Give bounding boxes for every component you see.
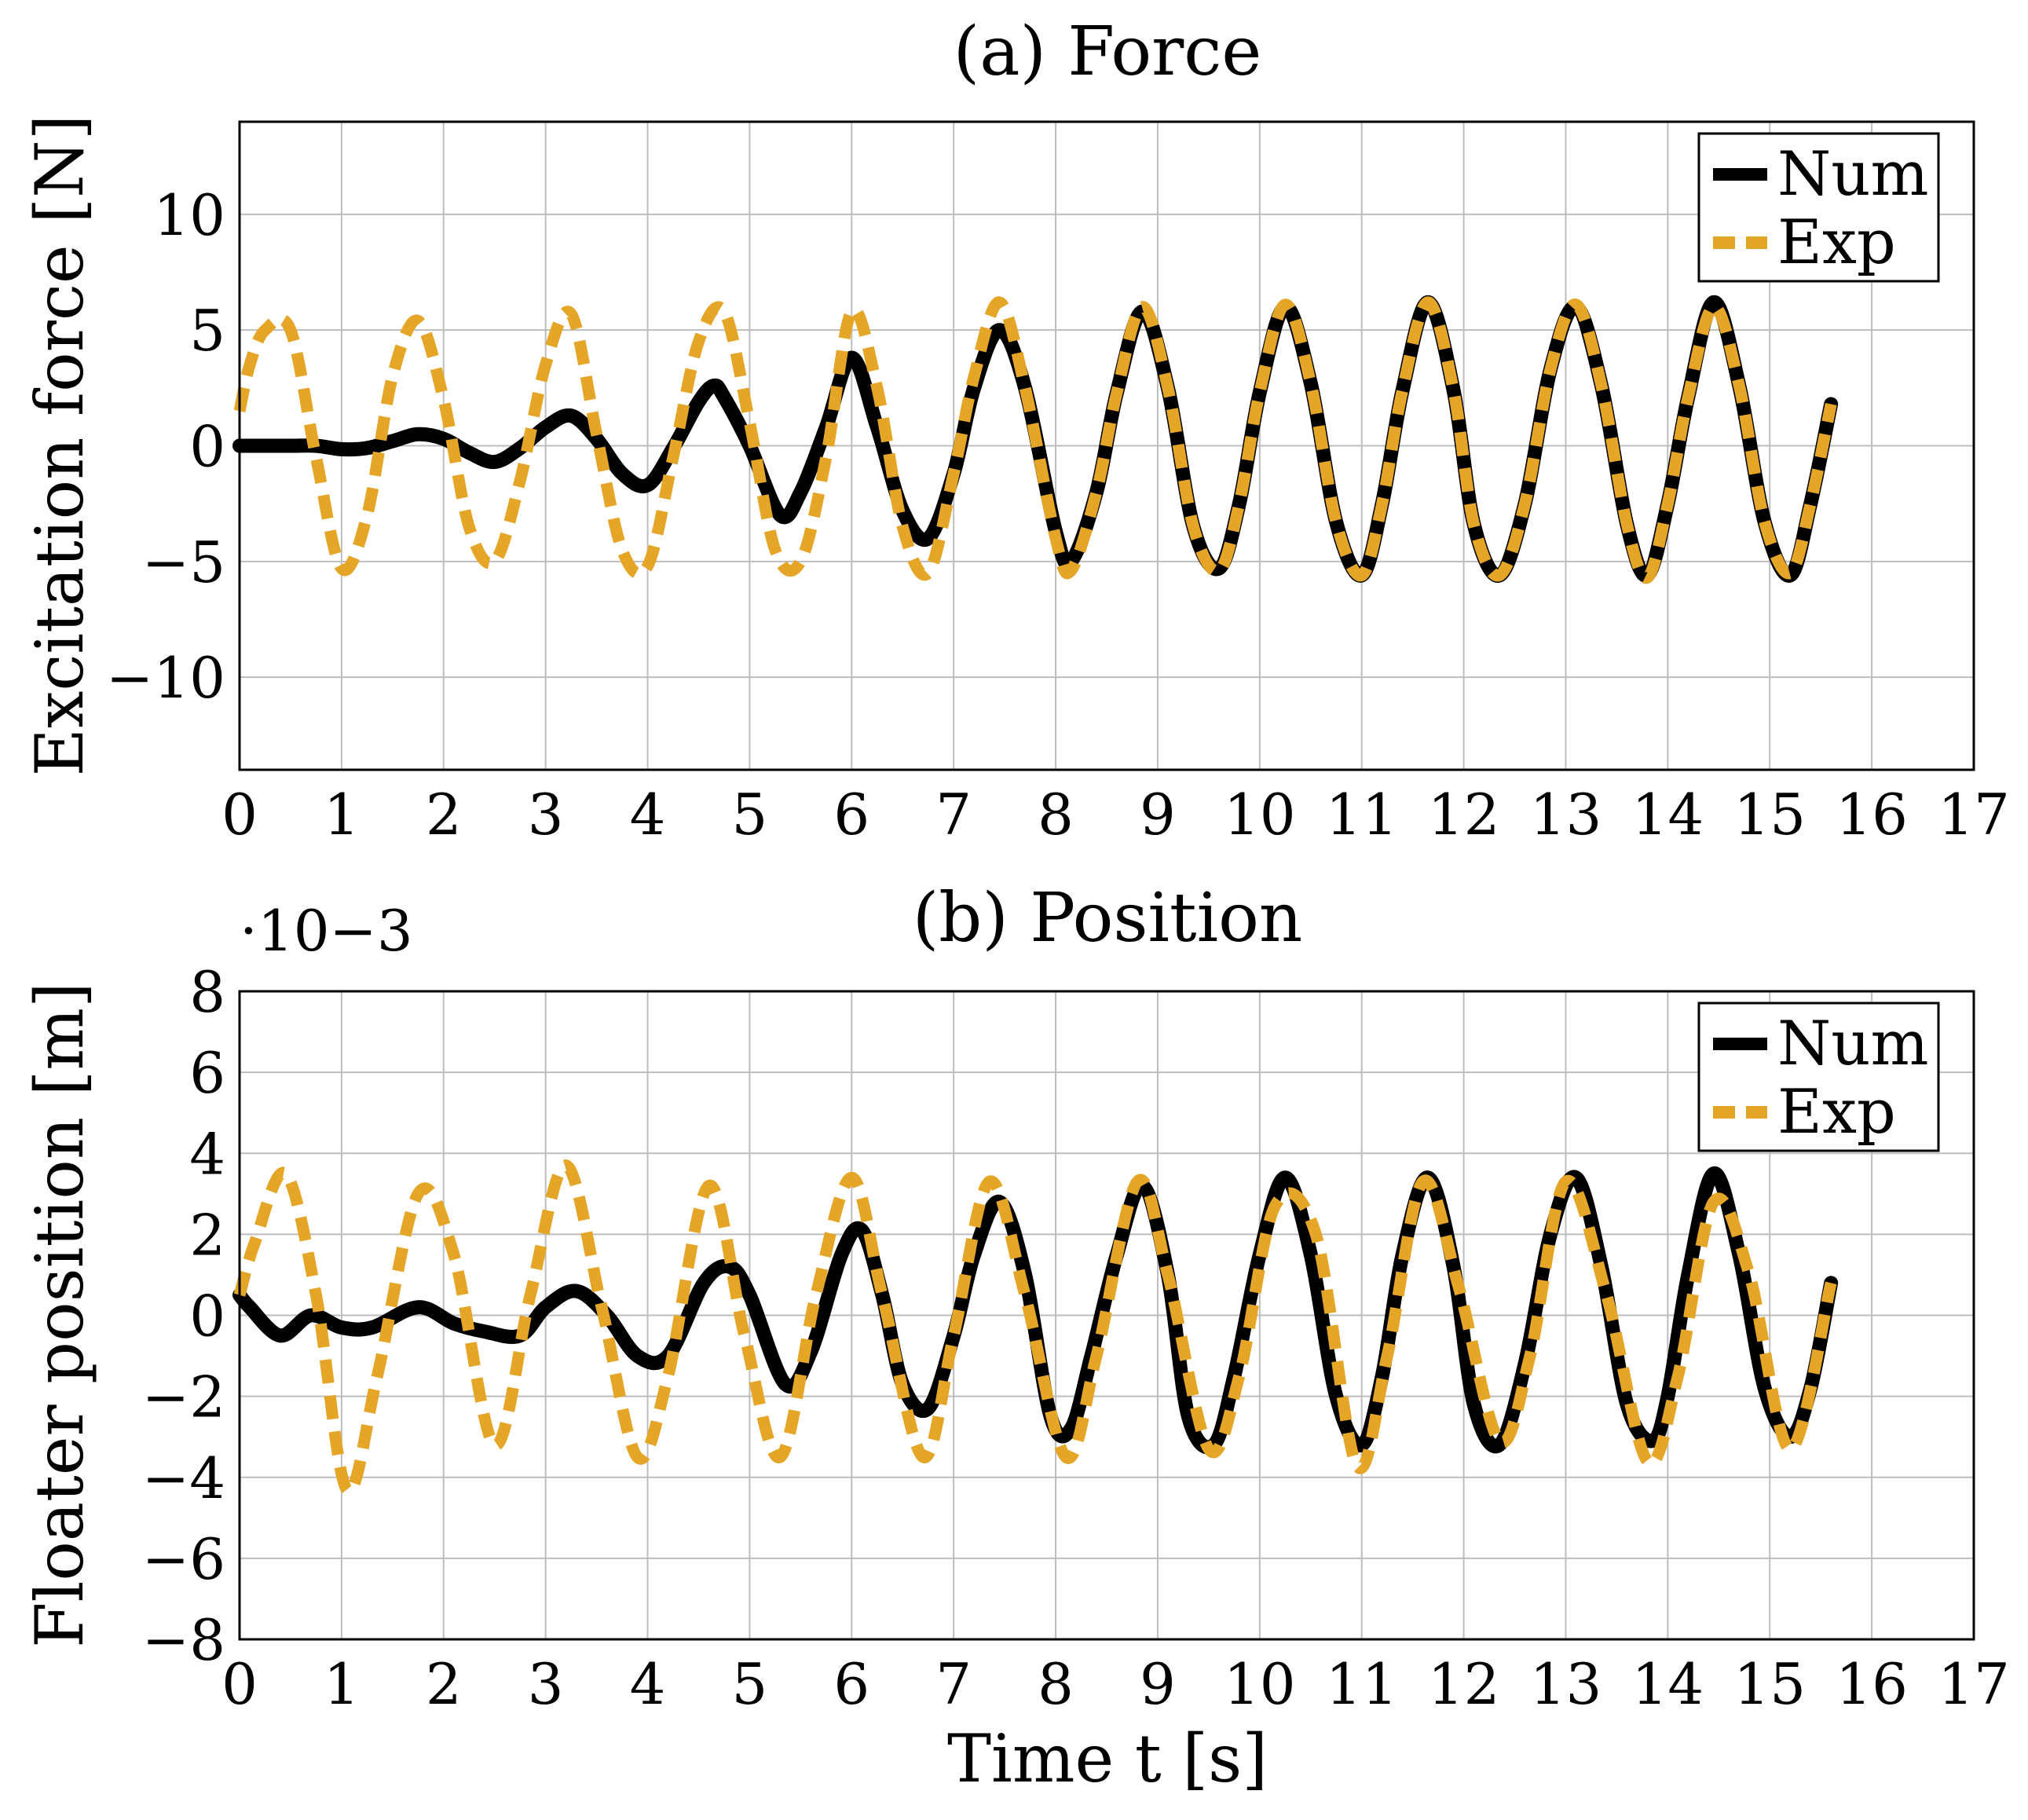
force-y-tick-label: −5: [142, 529, 225, 595]
position-x-axis-label: Time t [s]: [947, 1720, 1268, 1797]
force-x-tick-label: 10: [1224, 782, 1296, 848]
position-y-tick-label: 6: [189, 1040, 225, 1106]
position-y-tick-label: 4: [189, 1121, 225, 1187]
force-x-tick-label: 16: [1836, 782, 1908, 848]
force-legend-exp-label: Exp: [1777, 207, 1896, 278]
position-y-tick-label: −2: [142, 1364, 225, 1430]
position-panel: (b) Position ·10−3 0 1 2 3 4 5 6 7 8 9 10 11 12 13 14 1…: [21, 879, 2010, 1797]
position-y-tick-label: 8: [189, 959, 225, 1025]
force-y-axis-label: Excitation force [N]: [21, 115, 98, 777]
force-y-ticks: −10 −5 0 5 10: [106, 182, 225, 711]
force-legend-num-label: Num: [1777, 139, 1928, 210]
position-legend-box: [1697, 1002, 1940, 1152]
position-legend-exp-label: Exp: [1777, 1077, 1896, 1148]
force-x-tick-label: 11: [1326, 782, 1398, 848]
force-x-tick-label: 3: [528, 782, 564, 848]
force-x-tick-label: 5: [732, 782, 768, 848]
position-x-tick-label: 8: [1038, 1651, 1074, 1717]
position-x-tick-label: 7: [935, 1651, 972, 1717]
force-x-tick-label: 4: [630, 782, 666, 848]
position-series-exp-line: [233, 1159, 1837, 1497]
position-y-tick-label: 2: [189, 1202, 225, 1268]
force-chart-title: (a) Force: [954, 13, 1262, 91]
force-x-tick-label: 14: [1632, 782, 1704, 848]
force-legend-box: [1697, 132, 1940, 283]
force-x-tick-label: 9: [1140, 782, 1176, 848]
position-x-tick-label: 0: [221, 1651, 258, 1717]
force-x-tick-label: 0: [221, 782, 258, 848]
position-x-tick-label: 11: [1326, 1651, 1398, 1717]
position-y-ticks: −8 −6 −4 −2 0 2 4 6 8: [142, 959, 225, 1673]
force-x-tick-label: 15: [1733, 782, 1806, 848]
position-y-axis-label: Floater position [m]: [21, 982, 98, 1648]
position-x-tick-label: 2: [426, 1651, 462, 1717]
position-y-tick-label: 0: [189, 1284, 225, 1349]
position-x-tick-label: 13: [1530, 1651, 1602, 1717]
position-x-tick-label: 6: [833, 1651, 869, 1717]
force-x-tick-label: 13: [1530, 782, 1602, 848]
force-x-tick-label: 12: [1428, 782, 1500, 848]
position-x-tick-label: 1: [324, 1651, 360, 1717]
force-x-tick-label: 2: [426, 782, 462, 848]
position-x-tick-label: 12: [1428, 1651, 1500, 1717]
position-x-tick-label: 3: [528, 1651, 564, 1717]
force-y-tick-label: 5: [189, 298, 225, 364]
force-x-tick-label: 7: [935, 782, 972, 848]
force-y-tick-label: 0: [189, 414, 225, 480]
force-x-tick-label: 17: [1938, 782, 2010, 848]
force-x-ticks: 0 1 2 3 4 5 6 7 8 9 10 11 12 13 14 15 16 17: [221, 782, 2010, 848]
force-series: [232, 295, 1839, 584]
position-x-tick-label: 17: [1938, 1651, 2010, 1717]
position-plot-frame: [238, 990, 1975, 1641]
position-x-tick-label: 14: [1632, 1651, 1704, 1717]
force-series-exp-line: [233, 296, 1837, 584]
position-series: [232, 1159, 1839, 1497]
force-x-tick-label: 8: [1038, 782, 1074, 848]
position-y-tick-label: −4: [142, 1445, 225, 1511]
position-x-tick-label: 10: [1224, 1651, 1296, 1717]
force-x-tick-label: 6: [833, 782, 869, 848]
position-x-tick-label: 9: [1140, 1651, 1176, 1717]
force-y-tick-label: −10: [106, 645, 225, 711]
position-chart-title: (b) Position: [913, 879, 1303, 958]
position-x-tick-label: 4: [630, 1651, 666, 1717]
position-x-tick-label: 15: [1733, 1651, 1806, 1717]
position-legend-num-label: Num: [1777, 1009, 1928, 1079]
position-x-tick-label: 5: [732, 1651, 768, 1717]
position-scale-note: ·10−3: [240, 898, 413, 964]
position-y-tick-label: −8: [142, 1607, 225, 1673]
position-x-tick-label: 16: [1836, 1651, 1908, 1717]
force-x-tick-label: 1: [324, 782, 360, 848]
position-series-num-line: [232, 1166, 1839, 1455]
force-series-num-line: [232, 295, 1839, 583]
position-y-tick-label: −6: [142, 1526, 225, 1592]
force-y-tick-label: 10: [153, 182, 225, 248]
position-x-ticks: 0 1 2 3 4 5 6 7 8 9 10 11 12 13 14 15 16 17: [221, 1651, 2010, 1717]
force-panel: (a) Force 0 1 2 3 4 5 6 7 8 9 10 11 12 13 14 15 16 17 −10…: [21, 13, 2010, 848]
force-legend: Num Exp: [1697, 132, 1940, 283]
force-plot-frame: [238, 120, 1975, 771]
position-legend: Num Exp: [1697, 1002, 1940, 1152]
